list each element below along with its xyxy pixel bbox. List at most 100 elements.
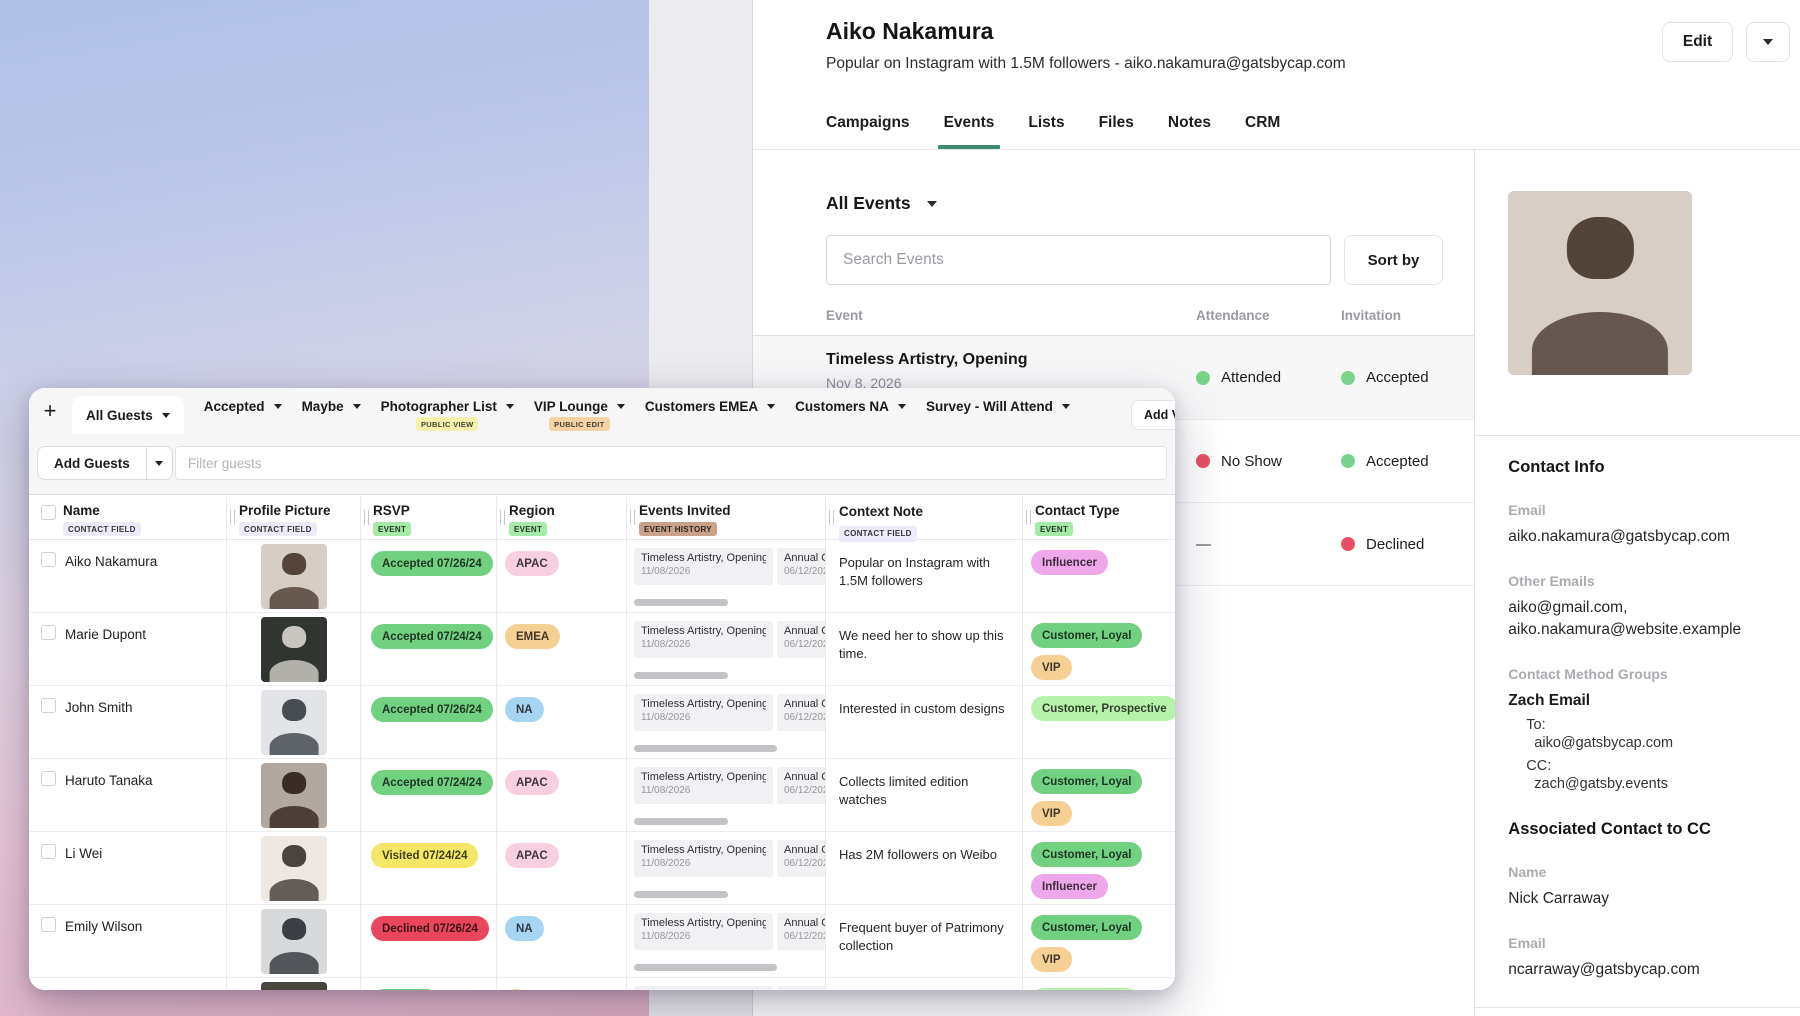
column-header-invitation: Invitation <box>1341 308 1401 323</box>
event-chip-date: 11/08/2026 <box>641 566 691 577</box>
event-chip-date: 11/08/2026 <box>641 858 691 869</box>
event-chip: Annual Co 06/12/2026 <box>777 621 825 658</box>
guest-row[interactable]: Emily Wilson Declined 07/26/24 NA Timele… <box>29 905 1175 978</box>
contact-type-pill: Customer, Loyal <box>1031 623 1143 648</box>
column-resize-handle[interactable] <box>500 510 505 525</box>
view-tab-maybe[interactable]: Maybe <box>302 388 361 434</box>
add-guests-button[interactable]: Add Guests <box>37 446 173 480</box>
view-tab-customers-na[interactable]: Customers NA <box>795 388 906 434</box>
divider <box>1475 1007 1800 1008</box>
to-label: To: <box>1526 717 1546 733</box>
tab-events[interactable]: Events <box>937 114 1001 149</box>
contact-info-title: Contact Info <box>1508 458 1605 476</box>
cc-label: CC: <box>1526 758 1552 774</box>
attendance-label: No Show <box>1221 452 1282 470</box>
active-tab-underline <box>937 145 1001 149</box>
column-header-name: Name <box>63 503 100 518</box>
event-chip-date: 06/12/2026 <box>784 712 825 723</box>
row-checkbox[interactable] <box>41 698 56 713</box>
event-chip-title: Timeless Artistry, Opening <box>641 698 766 710</box>
view-tab-accepted[interactable]: Accepted <box>204 388 282 434</box>
guest-name: Marie Dupont <box>65 627 147 642</box>
column-header-contact-type: Contact Type <box>1035 503 1120 518</box>
contact-info-sidebar: Contact Info Email aiko.nakamura@gatsbyc… <box>1474 150 1800 1015</box>
column-badge: CONTACT FIELD <box>839 525 917 543</box>
row-checkbox[interactable] <box>41 844 56 859</box>
guest-table-header: Name CONTACT FIELD Profile Picture CONTA… <box>29 494 1175 543</box>
tab-notes[interactable]: Notes <box>1168 114 1211 149</box>
chevron-down-icon <box>616 404 625 409</box>
select-all-checkbox[interactable] <box>41 505 56 520</box>
column-header-profile-picture: Profile Picture <box>239 503 331 518</box>
tab-files[interactable]: Files <box>1099 114 1134 149</box>
contact-type-pill: Customer, Loyal <box>1031 769 1143 794</box>
chevron-down-icon <box>161 412 170 418</box>
guest-row[interactable]: John Smith Accepted 07/26/24 NA Timeless… <box>29 686 1175 759</box>
events-scrollbar[interactable] <box>634 818 728 825</box>
row-checkbox[interactable] <box>41 917 56 932</box>
invitation-label: Accepted <box>1366 452 1429 470</box>
region-pill: NA <box>505 916 544 941</box>
chevron-down-icon <box>273 404 282 409</box>
region-pill: NA <box>505 697 544 722</box>
contact-method-group-name: Zach Email <box>1508 692 1591 709</box>
all-events-dropdown[interactable]: All Events <box>826 193 911 213</box>
events-scrollbar[interactable] <box>634 672 728 679</box>
guest-row[interactable]: Aiko Nakamura Accepted 07/26/24 APAC Tim… <box>29 540 1175 613</box>
more-actions-button[interactable] <box>1746 22 1790 62</box>
event-chip-date: 06/12/2026 <box>784 566 825 577</box>
guest-name: John Smith <box>65 700 133 715</box>
contact-photo <box>1508 191 1693 375</box>
events-scrollbar[interactable] <box>634 599 728 606</box>
tab-label: Events <box>943 114 995 131</box>
header-actions: Edit <box>1662 22 1790 62</box>
search-events-input[interactable] <box>826 235 1331 285</box>
guest-row[interactable]: Haruto Tanaka Accepted 07/24/24 APAC Tim… <box>29 759 1175 832</box>
add-guests-dropdown[interactable] <box>145 447 172 479</box>
chevron-down-icon <box>505 404 514 409</box>
tab-crm[interactable]: CRM <box>1245 114 1280 149</box>
context-note: Has 2M followers on Weibo <box>825 832 1022 904</box>
view-tab-all-guests[interactable]: All Guests <box>72 396 184 434</box>
add-tab-icon[interactable]: + <box>43 398 57 423</box>
column-resize-handle[interactable] <box>364 510 369 525</box>
contact-type-pill: Influencer <box>1031 550 1108 575</box>
sort-by-button[interactable]: Sort by <box>1344 235 1443 285</box>
view-tab-survey-will-attend[interactable]: Survey - Will Attend <box>926 388 1070 434</box>
contact-type-pill: VIP <box>1031 655 1072 680</box>
view-tab-photographer-list[interactable]: Photographer List PUBLIC VIEW <box>381 388 514 434</box>
event-chip: Annual Co 06/12/2026 <box>777 767 825 804</box>
view-tab-customers-emea[interactable]: Customers EMEA <box>645 388 776 434</box>
event-chip: Annual Co 06/12/2026 <box>777 840 825 877</box>
chevron-down-icon <box>155 460 164 466</box>
column-header-context-note: Context Note <box>839 504 923 519</box>
tab-campaigns[interactable]: Campaigns <box>826 114 910 149</box>
assoc-email-label: Email <box>1508 935 1546 951</box>
events-scrollbar[interactable] <box>634 891 728 898</box>
column-resize-handle[interactable] <box>829 510 834 525</box>
row-checkbox[interactable] <box>41 771 56 786</box>
events-scrollbar[interactable] <box>634 745 777 752</box>
event-chip-date: 11/08/2026 <box>641 785 691 796</box>
column-resize-handle[interactable] <box>630 510 635 525</box>
chevron-down-icon[interactable] <box>926 200 937 207</box>
event-chip-title: Timeless Artistry, Opening <box>641 625 766 637</box>
row-checkbox[interactable] <box>41 552 56 567</box>
tab-lists[interactable]: Lists <box>1028 114 1064 149</box>
events-scrollbar[interactable] <box>634 964 777 971</box>
row-checkbox[interactable] <box>41 625 56 640</box>
column-resize-handle[interactable] <box>230 510 235 525</box>
events-section: All Events Sort by Event Attendance Invi… <box>753 150 1475 1015</box>
add-view-button[interactable]: Add View <box>1131 400 1175 430</box>
filter-guests-input[interactable] <box>175 446 1167 480</box>
contact-type-pill <box>1031 988 1139 990</box>
guest-table: Name CONTACT FIELD Profile Picture CONTA… <box>29 494 1175 990</box>
guest-row[interactable]: Li Wei Visited 07/24/24 APAC Timeless Ar… <box>29 832 1175 905</box>
event-chip-title: Timeless Artistry, Opening <box>641 771 766 783</box>
view-tab-vip-lounge[interactable]: VIP Lounge PUBLIC EDIT <box>534 388 625 434</box>
guest-row[interactable]: Marie Dupont Accepted 07/24/24 EMEA Time… <box>29 613 1175 686</box>
column-resize-handle[interactable] <box>1026 510 1031 525</box>
edit-button[interactable]: Edit <box>1662 22 1733 62</box>
